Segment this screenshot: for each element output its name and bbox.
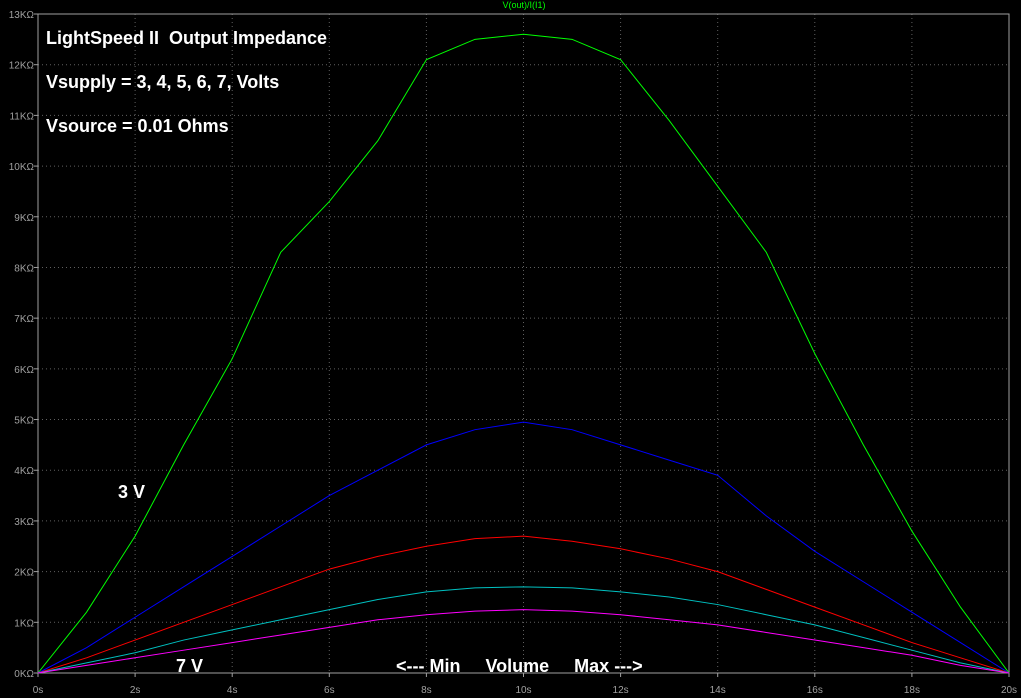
- x-tick-label: 2s: [130, 685, 141, 696]
- series-line: [37, 421, 1010, 674]
- y-tick-label: 10KΩ: [9, 162, 35, 173]
- y-tick-label: 3KΩ: [14, 517, 34, 528]
- annotation: <--- Min Volume Max --->: [396, 656, 643, 676]
- chart-title: V(out)/I(I1): [502, 0, 545, 10]
- x-tick-label: 14s: [710, 685, 726, 696]
- x-tick-label: 6s: [324, 685, 335, 696]
- y-tick-label: 1KΩ: [14, 618, 34, 629]
- y-tick-label: 0KΩ: [14, 669, 34, 680]
- annotation: 3 V: [118, 482, 145, 502]
- y-tick-label: 5KΩ: [14, 416, 34, 427]
- y-tick-label: 8KΩ: [14, 263, 34, 274]
- annotation: LightSpeed II Output Impedance: [46, 28, 327, 48]
- y-tick-label: 6KΩ: [14, 365, 34, 376]
- y-tick-label: 4KΩ: [14, 466, 34, 477]
- y-tick-label: 9KΩ: [14, 213, 34, 224]
- x-tick-label: 10s: [515, 685, 531, 696]
- series-line: [37, 586, 1010, 674]
- y-tick-label: 11KΩ: [9, 111, 34, 122]
- y-tick-label: 7KΩ: [14, 314, 34, 325]
- x-tick-label: 16s: [807, 685, 823, 696]
- x-tick-label: 20s: [1001, 685, 1017, 696]
- series-line: [37, 535, 1010, 674]
- x-tick-label: 12s: [613, 685, 629, 696]
- x-tick-label: 4s: [227, 685, 238, 696]
- x-tick-label: 8s: [421, 685, 432, 696]
- series-line: [37, 609, 1010, 674]
- x-tick-label: 18s: [904, 685, 920, 696]
- annotation: Vsupply = 3, 4, 5, 6, 7, Volts: [46, 72, 279, 92]
- annotation: 7 V: [176, 656, 203, 676]
- plot-frame: [37, 13, 1010, 674]
- y-tick-label: 2KΩ: [14, 568, 34, 579]
- y-tick-label: 12KΩ: [9, 61, 35, 72]
- y-tick-label: 13KΩ: [9, 10, 35, 21]
- annotation: Vsource = 0.01 Ohms: [46, 116, 229, 136]
- x-tick-label: 0s: [33, 685, 44, 696]
- series-line: [37, 33, 1010, 674]
